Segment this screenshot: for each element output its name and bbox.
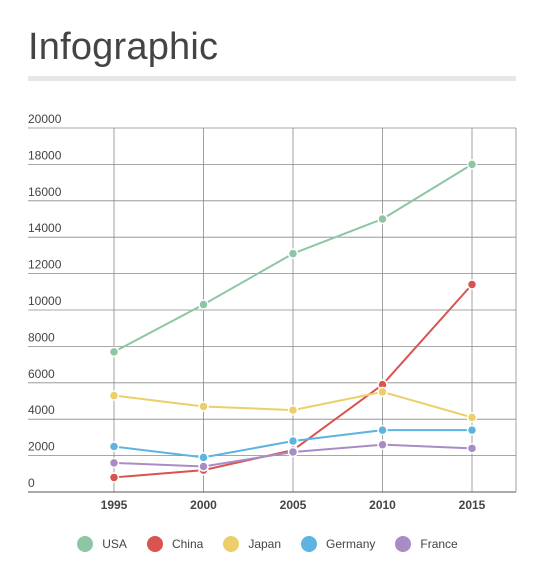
legend-item-france: France [395,536,458,552]
chart-series [108,159,478,483]
legend-item-china: China [146,536,204,552]
data-point-china [108,472,120,483]
data-point-japan [198,401,209,412]
legend-item-japan: Japan [223,536,281,552]
data-point-france [466,443,478,454]
data-point-france [108,457,120,469]
legend-item-germany: Germany [301,536,375,552]
title-divider [28,76,516,81]
legend-swatch-germany [301,536,318,552]
y-tick-label: 18000 [28,148,62,162]
data-point-usa [287,248,299,259]
y-tick-label: 14000 [28,221,62,235]
legend-label: Germany [326,537,376,551]
data-point-japan [466,412,478,423]
x-tick-label: 2010 [369,498,396,512]
chart-axes [28,128,517,493]
data-point-japan [377,386,388,398]
x-tick-label: 2005 [280,498,307,512]
page-title: Infographic [28,26,219,68]
data-point-germany [377,424,388,436]
legend-swatch-japan [223,536,240,552]
y-tick-label: 4000 [28,403,55,417]
data-point-usa [108,346,120,358]
data-point-china [466,279,478,290]
legend-label: USA [102,537,127,551]
y-tick-label: 20000 [28,112,62,126]
data-point-france [198,461,209,472]
y-tick-label: 12000 [28,258,62,272]
legend-swatch-france [395,536,412,552]
y-axis-tick-labels: 2000018000160001400012000100008000600040… [28,112,62,490]
data-point-usa [377,213,388,225]
legend-item-usa: USA [77,536,127,552]
data-point-france [287,446,299,458]
data-point-usa [198,299,209,310]
line-chart: 2000018000160001400012000100008000600040… [28,112,517,512]
legend-label: Japan [248,537,282,551]
data-point-france [377,439,388,450]
legend-swatch-usa [77,536,94,552]
data-point-germany [466,424,478,436]
y-tick-label: 0 [28,476,35,490]
y-tick-label: 6000 [28,367,55,381]
data-point-japan [287,404,299,416]
y-tick-label: 16000 [28,185,62,199]
data-point-germany [108,441,120,452]
chart-legend: USA China Japan Germany France [0,536,535,552]
data-point-usa [466,159,478,170]
x-tick-label: 2000 [190,498,217,512]
x-axis-tick-labels: 1995 2000 2005 2010 2015 [101,498,486,512]
y-tick-label: 10000 [28,294,62,308]
data-point-germany [287,435,299,447]
legend-swatch-china [146,536,163,552]
x-tick-label: 2015 [459,498,486,512]
y-tick-label: 8000 [28,330,55,344]
legend-label: France [420,537,458,551]
legend-label: China [171,537,204,551]
data-point-japan [108,390,120,401]
data-point-germany [198,452,209,463]
x-tick-label: 1995 [101,498,128,512]
y-tick-label: 2000 [28,440,55,454]
